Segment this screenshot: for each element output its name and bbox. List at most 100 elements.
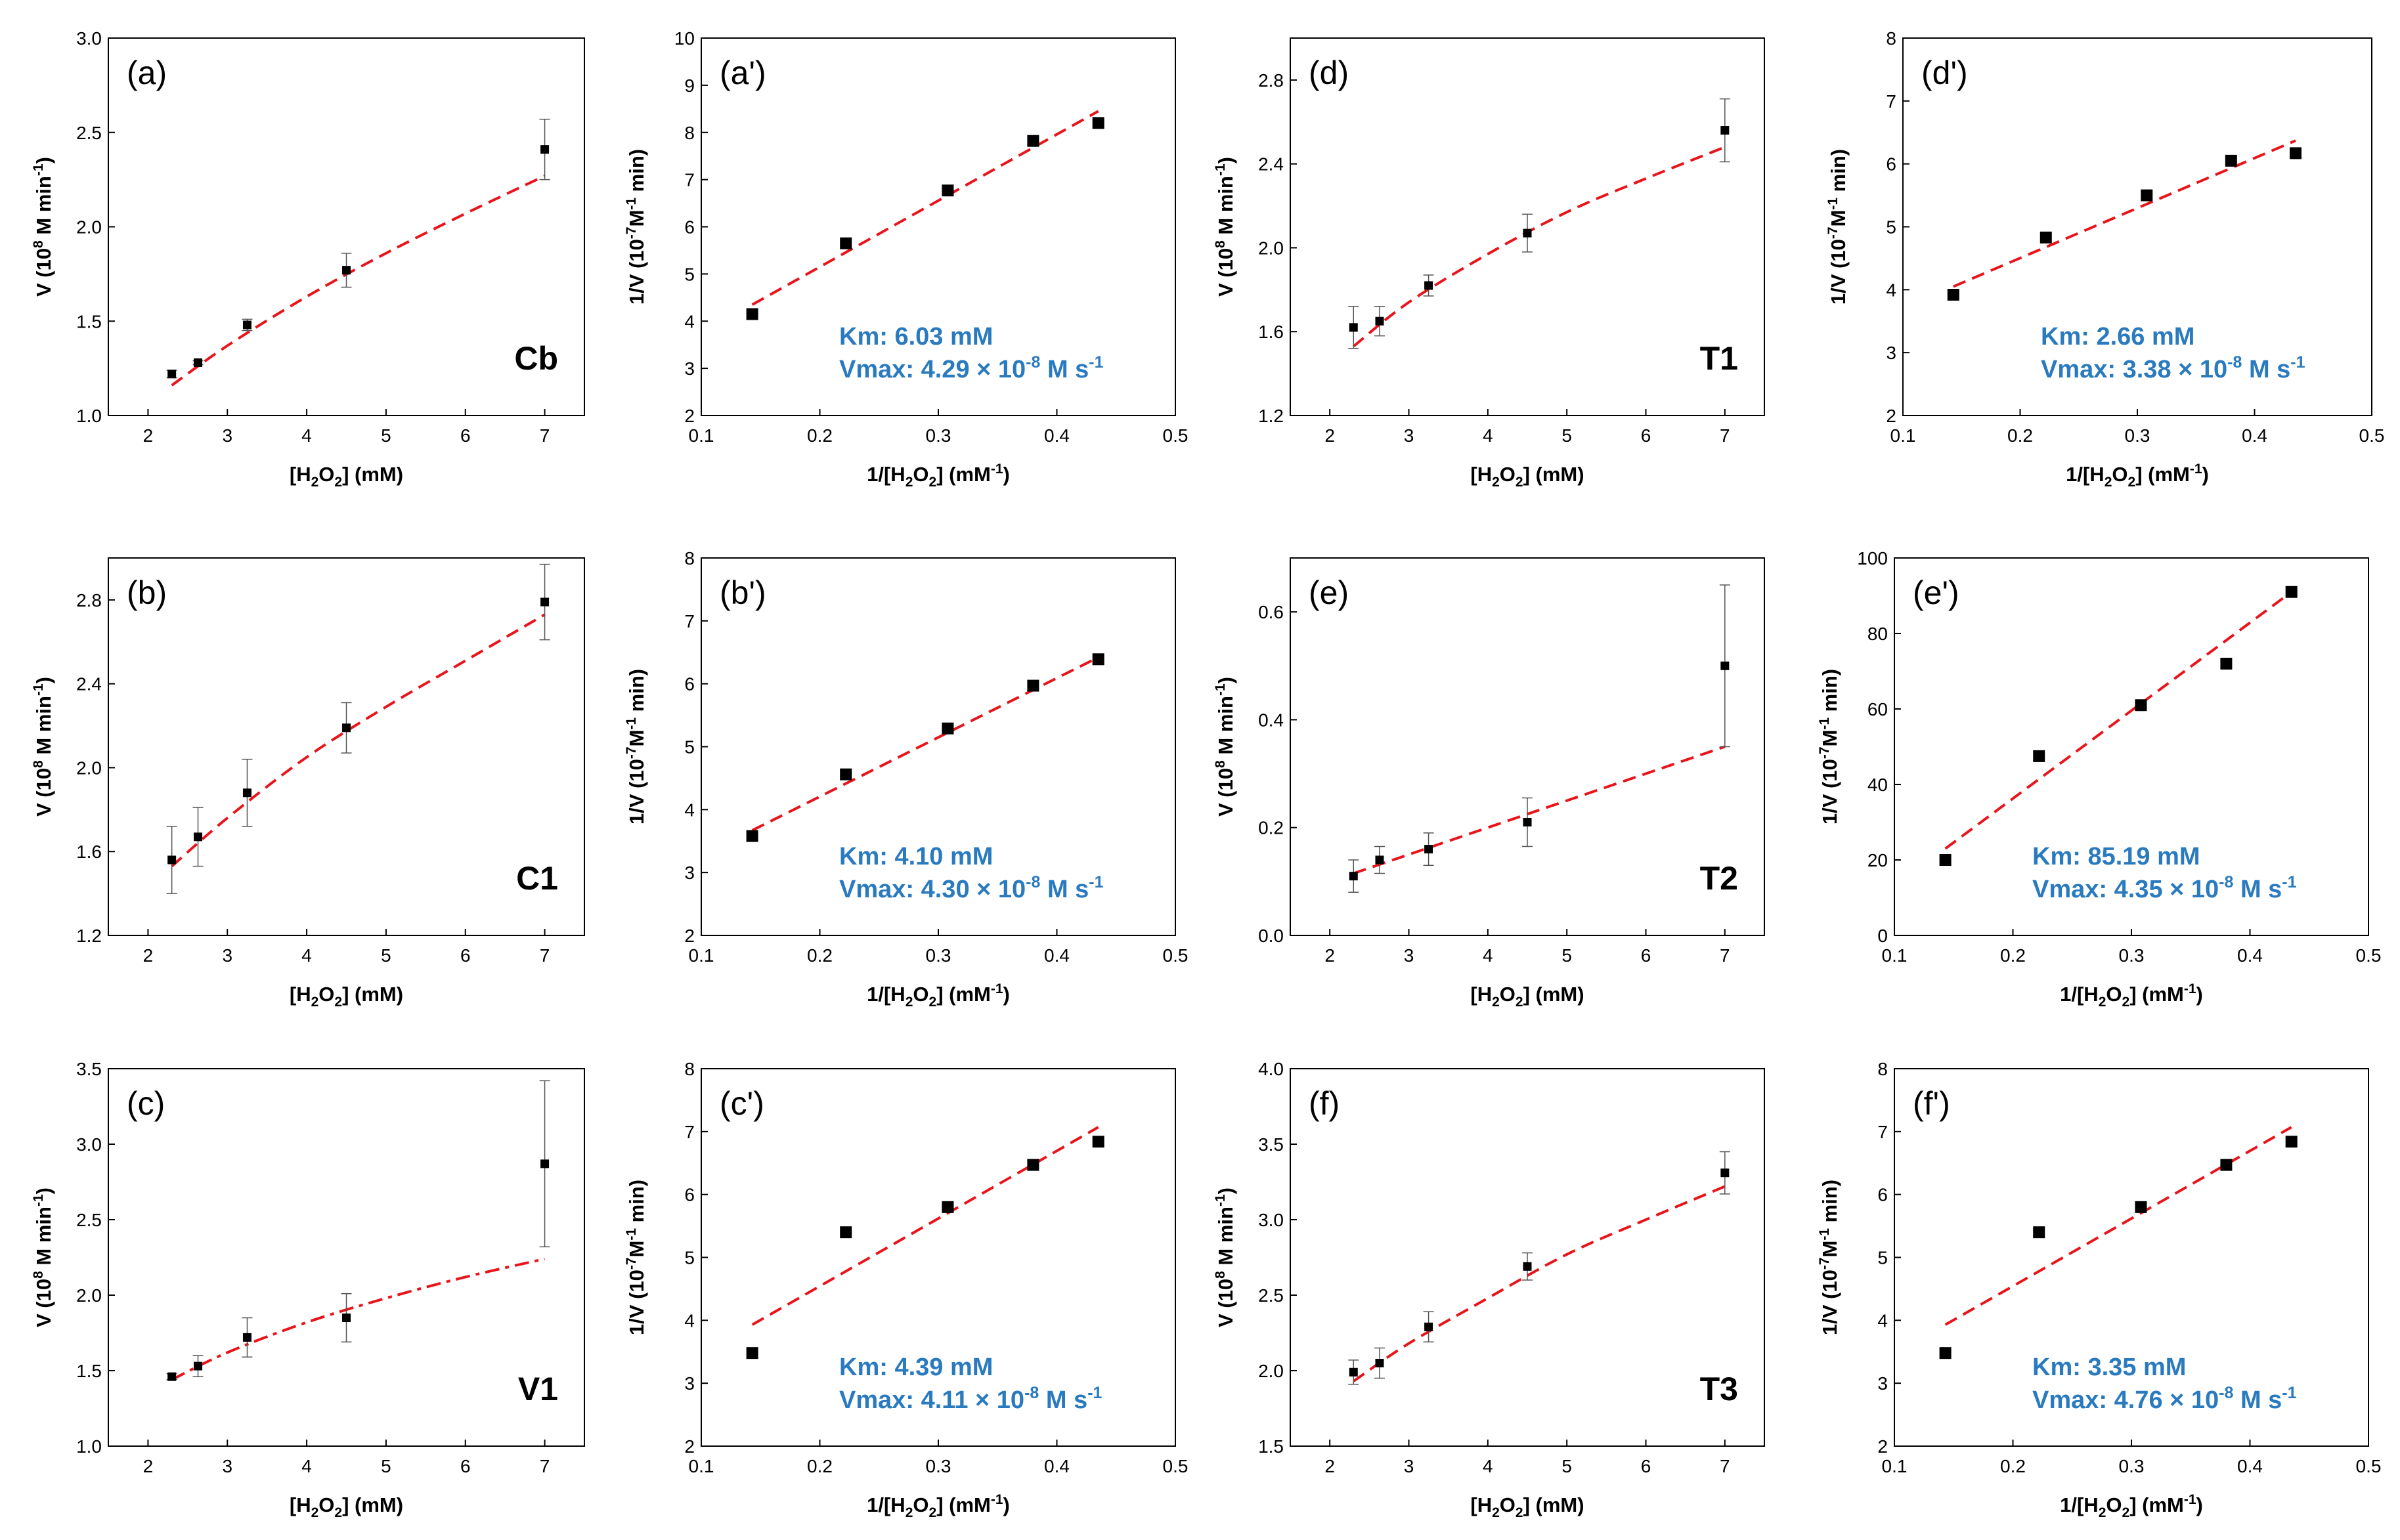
- plot-frame: [1290, 557, 1765, 936]
- plot-frame: [1290, 1068, 1765, 1447]
- y-tick-label: 2.4: [76, 674, 102, 695]
- y-axis-label: V (108 M min-1): [1213, 157, 1237, 297]
- fit-line: [751, 110, 1099, 306]
- panel-label: (f'): [1913, 1085, 1950, 1122]
- x-tick-label: 5: [381, 945, 391, 966]
- x-axis-label: 1/[H2O2] (mM-1): [867, 1492, 1010, 1520]
- data-point: [1523, 818, 1532, 826]
- y-tick-label: 10: [674, 28, 695, 49]
- plot-frame: [108, 37, 585, 416]
- y-tick-label: 1.2: [1258, 406, 1284, 426]
- panel-label: (f): [1309, 1085, 1340, 1122]
- data-point: [2033, 1226, 2045, 1239]
- x-tick-label: 6: [460, 425, 471, 446]
- x-tick-label: 0.5: [1163, 425, 1189, 446]
- y-tick-label: 2.0: [1258, 1361, 1284, 1381]
- panel-c: 2 3 4 5 6 7 1.0 1.5 2.0 2.5 3.0 3.5 [H2O2] (mM) V (10…: [31, 1059, 585, 1520]
- y-axis-label: 1/V (10-7M-1 min): [624, 149, 648, 305]
- y-tick-label: 3.0: [76, 1134, 102, 1155]
- data-point: [2285, 1136, 2298, 1148]
- x-tick-label: 0.2: [2000, 1456, 2026, 1476]
- vmax-annotation: Vmax: 4.30 × 10-8 M s-1: [839, 873, 1104, 903]
- y-tick-label: 100: [1857, 548, 1888, 568]
- x-tick-label: 0.2: [2007, 425, 2033, 446]
- panel-label: (a): [127, 54, 167, 91]
- y-tick-label: 0.2: [1258, 818, 1284, 838]
- y-tick-label: 1.6: [76, 842, 102, 862]
- vmax-annotation: Vmax: 4.76 × 10-8 M s-1: [2032, 1384, 2297, 1414]
- fit-line: [171, 175, 546, 387]
- y-tick-label: 4.0: [1258, 1059, 1284, 1079]
- data-point: [1720, 126, 1730, 135]
- y-tick-label: 2.5: [1258, 1285, 1284, 1306]
- x-tick-label: 0.3: [926, 1456, 951, 1476]
- x-tick-label: 3: [222, 1456, 232, 1476]
- data-point: [1027, 679, 1039, 692]
- x-tick-label: 0.2: [807, 425, 833, 446]
- x-tick-label: 0.1: [689, 425, 714, 446]
- y-axis-label: 1/V (10-7M-1 min): [624, 669, 648, 824]
- data-point: [746, 830, 758, 842]
- fit-line: [171, 613, 546, 868]
- data-point: [2040, 231, 2052, 244]
- data-point: [194, 1361, 203, 1371]
- x-axis-label: [H2O2] (mM): [290, 1493, 403, 1520]
- y-tick-label: 4: [684, 1310, 695, 1331]
- x-tick-label: 3: [1404, 425, 1414, 446]
- y-tick-label: 5: [684, 264, 695, 284]
- y-tick-label: 2.5: [76, 1210, 102, 1230]
- y-tick-label: 2: [1886, 406, 1896, 426]
- x-tick-label: 7: [540, 1456, 550, 1476]
- plot-frame: [1290, 37, 1765, 416]
- panel-label: (a'): [720, 54, 766, 91]
- y-axis-label: 1/V (10-7M-1 min): [1825, 149, 1850, 305]
- data-point: [840, 1226, 852, 1239]
- data-point: [1424, 1322, 1433, 1331]
- panel-label: (e'): [1913, 574, 1959, 611]
- data-point: [540, 1159, 550, 1168]
- y-tick-label: 6: [684, 674, 695, 695]
- x-tick-label: 0.3: [926, 945, 951, 966]
- data-point: [194, 832, 203, 842]
- x-tick-label: 0.1: [1890, 425, 1916, 446]
- fit-line: [171, 1257, 546, 1381]
- data-point: [167, 1372, 177, 1381]
- y-axis-label: 1/V (10-7M-1 min): [624, 1180, 648, 1335]
- data-point: [1523, 1262, 1532, 1271]
- y-tick-label: 0: [1877, 926, 1888, 946]
- y-tick-label: 1.0: [76, 1436, 102, 1457]
- x-axis-label: [H2O2] (mM): [1470, 463, 1584, 490]
- x-tick-label: 0.4: [1044, 945, 1070, 966]
- y-axis-label: V (108 M min-1): [31, 1187, 55, 1327]
- x-tick-label: 0.4: [2242, 425, 2267, 446]
- y-tick-label: 20: [1867, 850, 1888, 870]
- data-point: [342, 723, 351, 733]
- y-tick-label: 2.8: [76, 590, 102, 610]
- fit-line: [751, 656, 1099, 832]
- vmax-annotation: Vmax: 4.11 × 10-8 M s-1: [839, 1384, 1102, 1414]
- x-tick-label: 6: [1641, 425, 1651, 446]
- km-annotation: Km: 4.39 mM: [839, 1354, 993, 1381]
- y-tick-label: 3: [1877, 1373, 1888, 1394]
- data-point: [1375, 1359, 1384, 1367]
- data-point: [167, 855, 177, 865]
- x-tick-label: 0.3: [926, 425, 951, 446]
- y-tick-label: 2: [1877, 1436, 1888, 1457]
- km-annotation: Km: 4.10 mM: [839, 843, 993, 870]
- y-tick-label: 2: [684, 1436, 695, 1457]
- data-point: [1027, 1159, 1039, 1171]
- x-tick-label: 0.5: [1163, 945, 1189, 966]
- data-point: [242, 1333, 251, 1342]
- y-tick-label: 2.5: [76, 123, 102, 143]
- data-point: [840, 237, 852, 249]
- y-tick-label: 7: [684, 611, 695, 631]
- y-axis-label: 1/V (10-7M-1 min): [1817, 669, 1841, 824]
- data-point: [167, 370, 177, 379]
- x-tick-label: 5: [1561, 425, 1572, 446]
- y-axis-label: V (108 M min-1): [31, 157, 55, 297]
- x-tick-label: 7: [540, 425, 550, 446]
- data-point: [942, 184, 954, 197]
- y-tick-label: 2.0: [76, 1285, 102, 1306]
- x-tick-label: 4: [301, 1456, 312, 1476]
- x-tick-label: 2: [143, 945, 154, 966]
